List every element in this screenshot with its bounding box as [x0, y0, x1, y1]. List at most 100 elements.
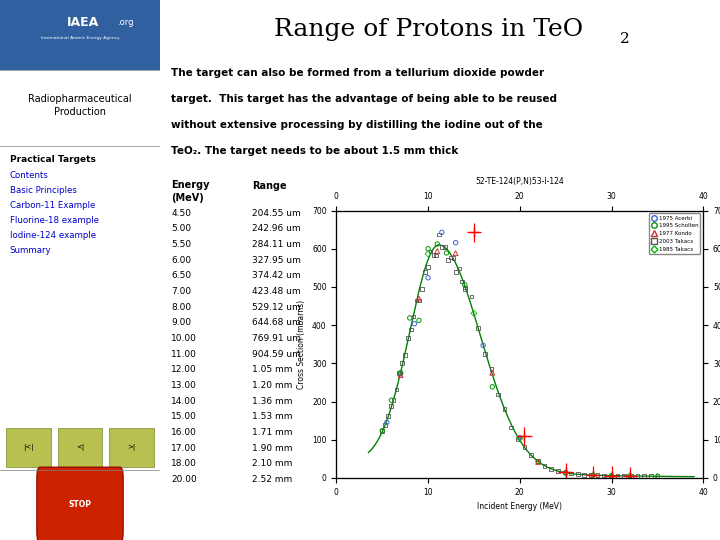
Title: 52-TE-124(P,N)53-I-124: 52-TE-124(P,N)53-I-124	[475, 177, 564, 186]
Text: 1.90 mm: 1.90 mm	[253, 444, 293, 453]
Text: Summary: Summary	[9, 246, 51, 255]
Legend: 1975 Acerbi, 1995 Scholten, 1977 Kondo, 2003 Takacs, 1985 Takacs: 1975 Acerbi, 1995 Scholten, 1977 Kondo, …	[649, 213, 701, 254]
Text: <|: <|	[76, 444, 84, 451]
Point	[381, 418, 392, 427]
Point	[639, 472, 650, 481]
Y-axis label: Cross Section (mbarns): Cross Section (mbarns)	[297, 300, 307, 389]
Text: >|: >|	[127, 444, 135, 451]
Point	[598, 471, 610, 480]
Point	[391, 385, 402, 394]
X-axis label: Incident Energy (MeV): Incident Energy (MeV)	[477, 502, 562, 511]
Point	[545, 464, 557, 473]
Point	[431, 247, 443, 255]
Point	[487, 368, 498, 377]
Point	[532, 457, 544, 465]
Point	[519, 443, 531, 451]
Text: TeO₂. The target needs to be about 1.5 mm thick: TeO₂. The target needs to be about 1.5 m…	[171, 146, 459, 156]
Point	[645, 472, 657, 481]
Text: 2.52 mm: 2.52 mm	[253, 475, 292, 484]
Text: Range: Range	[253, 181, 287, 191]
FancyBboxPatch shape	[6, 428, 51, 467]
Point	[445, 253, 456, 262]
Point	[485, 364, 497, 373]
Point	[532, 457, 544, 466]
Point	[451, 267, 462, 276]
Point	[477, 341, 489, 350]
Point	[605, 471, 616, 480]
Point	[413, 296, 425, 305]
Point	[410, 296, 422, 305]
Point	[408, 320, 420, 328]
Text: 6.00: 6.00	[171, 256, 192, 265]
Point	[514, 433, 526, 442]
Text: 16.00: 16.00	[171, 428, 197, 437]
Point	[454, 264, 465, 273]
Point	[416, 285, 428, 293]
Text: 20.00: 20.00	[171, 475, 197, 484]
Text: 2: 2	[621, 32, 630, 46]
Text: 1.36 mm: 1.36 mm	[253, 397, 293, 406]
Point	[395, 369, 406, 378]
Point	[422, 262, 433, 271]
Point	[505, 423, 517, 432]
Point	[532, 457, 544, 466]
Text: 644.68 um: 644.68 um	[253, 319, 301, 327]
Text: 12.00: 12.00	[171, 366, 197, 374]
Text: 18.00: 18.00	[171, 460, 197, 468]
Text: 529.12 um: 529.12 um	[253, 303, 301, 312]
Point	[456, 278, 468, 286]
Text: 374.42 um: 374.42 um	[253, 272, 301, 280]
Point	[514, 434, 526, 443]
Point	[448, 254, 459, 262]
Point	[388, 395, 400, 404]
Point	[612, 471, 624, 480]
Point	[442, 255, 454, 264]
Point	[606, 471, 617, 480]
Text: The target can also be formed from a tellurium dioxide powder: The target can also be formed from a tel…	[171, 68, 544, 78]
Point	[441, 248, 452, 257]
Text: 4.50: 4.50	[171, 209, 192, 218]
Point	[400, 350, 411, 359]
Point	[459, 285, 471, 294]
Text: IAEA: IAEA	[67, 16, 99, 29]
Text: STOP: STOP	[68, 501, 91, 509]
Text: International Atomic Energy Agency: International Atomic Energy Agency	[41, 36, 120, 40]
Text: 5.00: 5.00	[171, 225, 192, 233]
Point	[423, 249, 434, 258]
Point	[395, 368, 406, 377]
Point	[436, 228, 448, 237]
Text: 5.50: 5.50	[171, 240, 192, 249]
Point	[433, 230, 445, 239]
Text: 327.95 um: 327.95 um	[253, 256, 301, 265]
Text: 204.55 um: 204.55 um	[253, 209, 301, 218]
Point	[413, 316, 425, 325]
Text: 7.00: 7.00	[171, 287, 192, 296]
Text: 2.10 mm: 2.10 mm	[253, 460, 293, 468]
Text: Energy
(MeV): Energy (MeV)	[171, 180, 210, 203]
Text: 1.20 mm: 1.20 mm	[253, 381, 293, 390]
Text: target.  This target has the advantage of being able to be reused: target. This target has the advantage of…	[171, 94, 557, 104]
Point	[652, 472, 663, 481]
Point	[425, 247, 436, 256]
Text: 284.11 um: 284.11 um	[253, 240, 301, 249]
Point	[565, 469, 577, 478]
Point	[631, 472, 643, 481]
Point	[492, 390, 504, 399]
Point	[479, 350, 490, 359]
Point	[560, 469, 572, 477]
Text: 17.00: 17.00	[171, 444, 197, 453]
Point	[459, 280, 471, 289]
Text: Radiopharmaceutical
Production: Radiopharmaceutical Production	[28, 94, 132, 117]
Text: 1.71 mm: 1.71 mm	[253, 428, 293, 437]
Text: Carbon-11 Example: Carbon-11 Example	[9, 201, 95, 210]
Text: .org: .org	[117, 18, 133, 27]
Text: 242.96 um: 242.96 um	[253, 225, 301, 233]
Point	[419, 268, 431, 276]
Point	[431, 251, 442, 260]
Point	[450, 238, 462, 247]
Text: 8.00: 8.00	[171, 303, 192, 312]
FancyBboxPatch shape	[0, 0, 160, 70]
Point	[588, 471, 599, 480]
Text: 1.53 mm: 1.53 mm	[253, 413, 293, 421]
Point	[413, 294, 425, 303]
